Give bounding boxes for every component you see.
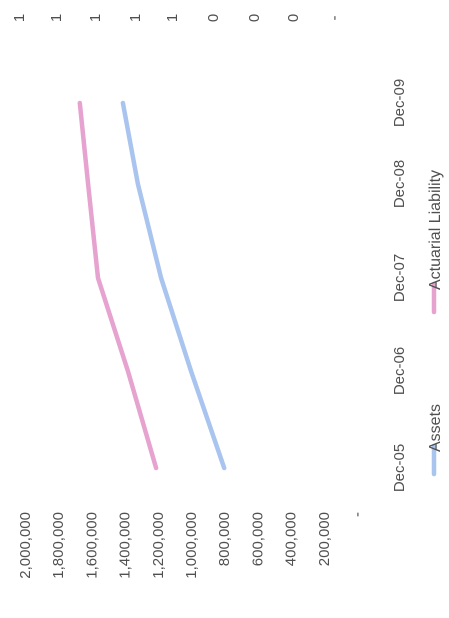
neighbor-tick-label: 1 <box>87 14 104 22</box>
series-line-actuarial-liability <box>77 100 159 471</box>
x-tick-label: Dec-08 <box>391 160 408 208</box>
series-line-assets <box>120 100 227 471</box>
legend: Assets Actuarial Liability <box>427 170 444 477</box>
y-tick-label: 400,000 <box>283 512 300 566</box>
neighbor-chart-tick-labels: 1 1 1 1 1 0 0 0 - <box>11 14 343 22</box>
x-tick-label: Dec-07 <box>391 254 408 302</box>
neighbor-tick-label: 1 <box>127 14 144 22</box>
y-tick-label: 1,800,000 <box>50 512 67 579</box>
y-axis-tick-labels: 2,000,000 1,800,000 1,600,000 1,400,000 1,20… <box>17 512 366 579</box>
y-tick-label: 600,000 <box>249 512 266 566</box>
plot-area <box>77 100 227 471</box>
neighbor-tick-label: 1 <box>11 14 28 22</box>
y-tick-label: 1,400,000 <box>117 512 134 579</box>
y-tick-label: 1,000,000 <box>183 512 200 579</box>
legend-label: Assets <box>427 404 444 452</box>
y-tick-label: 2,000,000 <box>17 512 34 579</box>
x-tick-label: Dec-09 <box>391 79 408 127</box>
y-tick-label: 800,000 <box>216 512 233 566</box>
y-tick-label: 1,600,000 <box>83 512 100 579</box>
x-axis-tick-labels: Dec-05 Dec-06 Dec-07 Dec-08 Dec-09 <box>391 79 408 492</box>
neighbor-tick-label: 1 <box>164 14 181 22</box>
x-tick-label: Dec-05 <box>391 444 408 492</box>
neighbor-tick-label: - <box>326 16 343 21</box>
neighbor-tick-label: 0 <box>205 14 222 22</box>
y-tick-label: 200,000 <box>316 512 333 566</box>
legend-label: Actuarial Liability <box>427 170 444 290</box>
neighbor-tick-label: 0 <box>285 14 302 22</box>
y-tick-label: 1,200,000 <box>150 512 167 579</box>
y-tick-label: - <box>349 512 366 517</box>
neighbor-tick-label: 0 <box>246 14 263 22</box>
x-tick-label: Dec-06 <box>391 347 408 395</box>
neighbor-tick-label: 1 <box>48 14 65 22</box>
